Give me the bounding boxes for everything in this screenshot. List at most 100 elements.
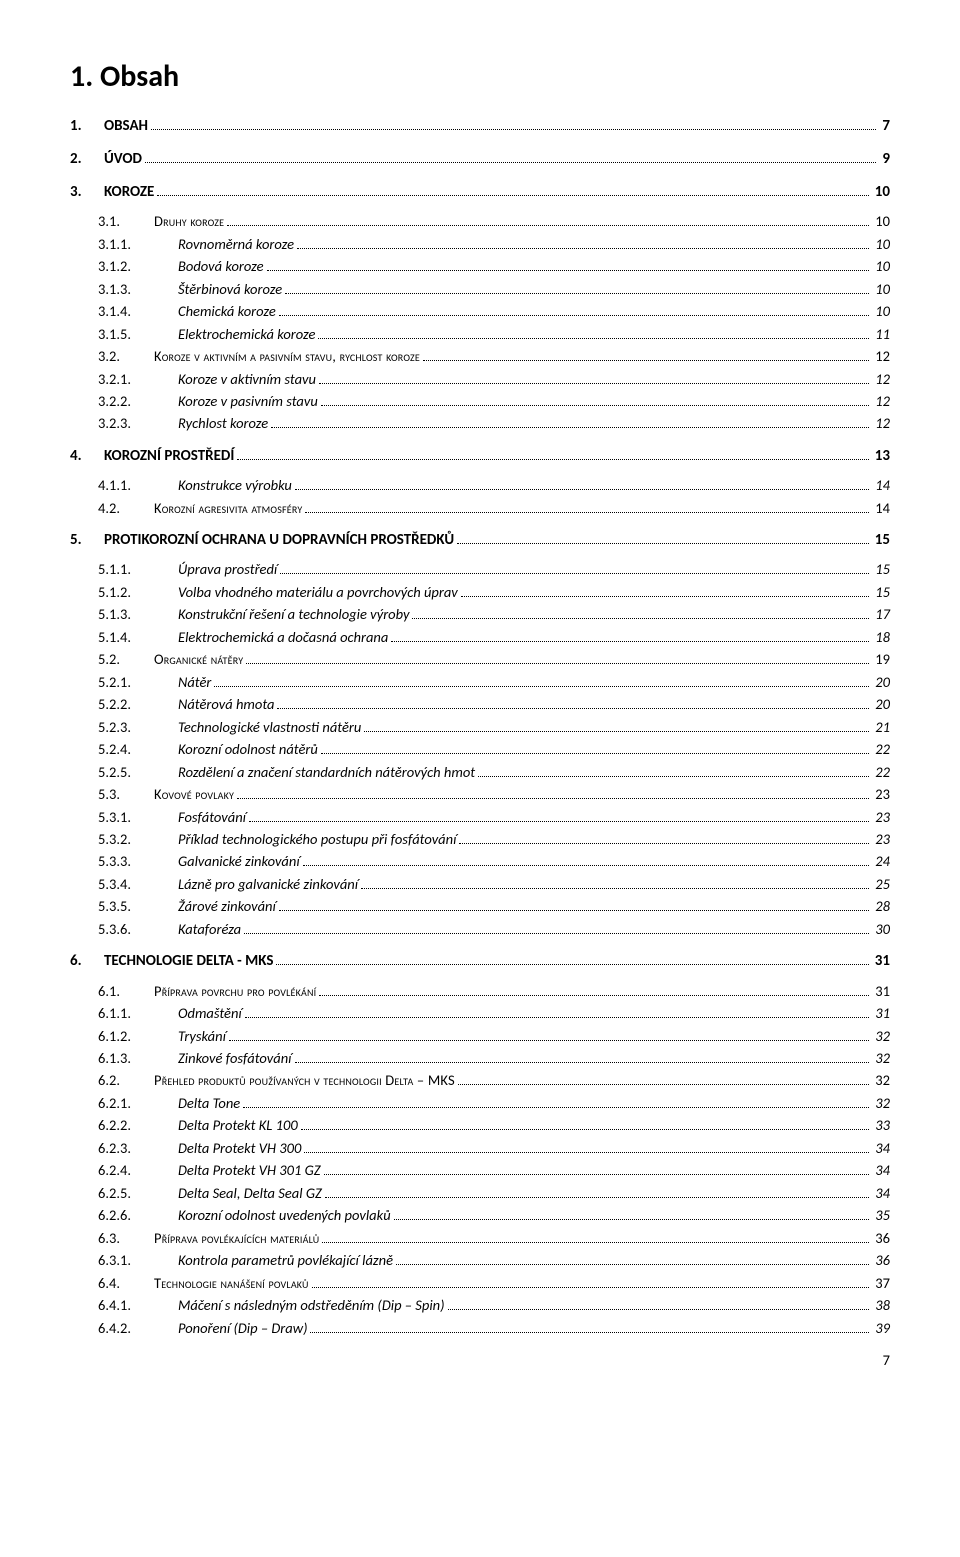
toc-entry[interactable]: 3.1.3.Štěrbinová koroze10 [70,278,890,300]
toc-entry[interactable]: 6.TECHNOLOGIE DELTA - MKS31 [70,950,890,973]
toc-entry[interactable]: 5.2.4.Korozní odolnost nátěrů22 [70,738,890,760]
toc-entry[interactable]: 3.KOROZE10 [70,181,890,204]
toc-entry[interactable]: 3.1.4.Chemická koroze10 [70,300,890,322]
toc-leader-dots [297,248,869,249]
toc-entry[interactable]: 4.1.1.Konstrukce výrobku14 [70,474,890,496]
toc-leader-dots [361,888,869,889]
toc-entry-number: 3.1.4. [98,300,178,322]
toc-entry[interactable]: 5.3.Kovové povlaky23 [70,783,890,805]
toc-entry[interactable]: 3.1.2.Bodová koroze10 [70,255,890,277]
toc-entry-number: 5.3. [98,783,154,805]
toc-entry[interactable]: 5.2.5.Rozdělení a značení standardních n… [70,761,890,783]
toc-entry-number: 1. [70,115,104,138]
toc-entry-label: Technologie nanášení povlaků [154,1272,309,1294]
toc-leader-dots [459,843,869,844]
toc-entry[interactable]: 6.1.Příprava povrchu pro povlékání31 [70,980,890,1002]
toc-leader-dots [145,162,876,163]
toc-entry[interactable]: 4.KOROZNÍ PROSTŘEDÍ13 [70,445,890,468]
toc-entry[interactable]: 1.OBSAH7 [70,115,890,138]
toc-entry[interactable]: 5.3.6.Kataforéza30 [70,918,890,940]
toc-entry-label: Máčení s následným odstředěním (Dip – Sp… [178,1294,445,1316]
toc-entry[interactable]: 6.3.1.Kontrola parametrů povlékající láz… [70,1249,890,1271]
toc-entry[interactable]: 3.1.5.Elektrochemická koroze11 [70,323,890,345]
toc-entry-page: 17 [872,603,890,625]
toc-entry-page: 11 [872,323,890,345]
toc-entry-label: Rozdělení a značení standardních nátěrov… [178,761,475,783]
toc-entry[interactable]: 6.2.6.Korozní odolnost uvedených povlaků… [70,1204,890,1226]
toc-entry[interactable]: 6.2.1.Delta Tone32 [70,1092,890,1114]
toc-entry[interactable]: 5.2.1.Nátěr20 [70,671,890,693]
toc-entry[interactable]: 6.4.Technologie nanášení povlaků37 [70,1272,890,1294]
toc-leader-dots [279,910,869,911]
toc-entry[interactable]: 5.2.Organické nátěry19 [70,648,890,670]
toc-entry-page: 37 [872,1272,890,1294]
toc-entry[interactable]: 5.3.1.Fosfátování23 [70,806,890,828]
toc-entry-page: 32 [872,1092,890,1114]
toc-entry-page: 21 [872,716,890,738]
toc-entry[interactable]: 6.4.1.Máčení s následným odstředěním (Di… [70,1294,890,1316]
toc-entry-label: Úprava prostředí [178,558,277,580]
toc-entry-label: Koroze v pasivním stavu [178,390,318,412]
toc-entry[interactable]: 5.1.2.Volba vhodného materiálu a povrcho… [70,581,890,603]
toc-entry[interactable]: 3.2.1.Koroze v aktivním stavu12 [70,368,890,390]
toc-entry[interactable]: 6.2.4.Delta Protekt VH 301 GZ34 [70,1159,890,1181]
toc-entry-number: 4. [70,445,104,468]
toc-entry-number: 6.4.2. [98,1317,178,1339]
toc-entry[interactable]: 5.3.5.Žárové zinkování28 [70,895,890,917]
toc-entry-number: 3.2.2. [98,390,178,412]
toc-entry[interactable]: 5.3.3.Galvanické zinkování24 [70,850,890,872]
toc-entry[interactable]: 6.2.3.Delta Protekt VH 30034 [70,1137,890,1159]
toc-entry-page: 14 [872,474,890,496]
toc-leader-dots [391,641,869,642]
toc-entry-label: Technologické vlastnosti nátěru [178,716,361,738]
toc-entry[interactable]: 6.2.5.Delta Seal, Delta Seal GZ34 [70,1182,890,1204]
toc-entry-number: 3.1.1. [98,233,178,255]
toc-entry[interactable]: 2.ÚVOD9 [70,148,890,171]
toc-entry[interactable]: 5.1.3.Konstrukční řešení a technologie v… [70,603,890,625]
toc-entry[interactable]: 3.1.1.Rovnoměrná koroze10 [70,233,890,255]
toc-entry[interactable]: 5.2.3.Technologické vlastnosti nátěru21 [70,716,890,738]
toc-leader-dots [457,543,869,544]
toc-leader-dots [157,195,868,196]
toc-entry-label: Delta Protekt VH 300 [178,1137,301,1159]
toc-entry-page: 12 [872,345,890,367]
toc-entry[interactable]: 4.2.Korozní agresivita atmosféry14 [70,497,890,519]
toc-entry[interactable]: 6.1.2.Tryskání32 [70,1025,890,1047]
toc-entry-number: 6.2.3. [98,1137,178,1159]
toc-entry[interactable]: 3.2.3.Rychlost koroze12 [70,412,890,434]
toc-leader-dots [461,596,870,597]
toc-entry[interactable]: 5.1.1.Úprava prostředí15 [70,558,890,580]
toc-entry-label: Štěrbinová koroze [178,278,282,300]
toc-entry-number: 5.2.5. [98,761,178,783]
toc-entry[interactable]: 6.1.1.Odmaštění31 [70,1002,890,1024]
toc-entry[interactable]: 3.2.2.Koroze v pasivním stavu12 [70,390,890,412]
toc-entry-number: 6.2.4. [98,1159,178,1181]
toc-entry-number: 5.1.1. [98,558,178,580]
toc-entry[interactable]: 6.2.Přehled produktů používaných v techn… [70,1069,890,1091]
toc-entry-label: Chemická koroze [178,300,276,322]
toc-entry[interactable]: 6.3.Příprava povlékajících materiálů36 [70,1227,890,1249]
toc-entry-number: 5.3.2. [98,828,178,850]
toc-entry-number: 2. [70,148,104,171]
toc-entry[interactable]: 6.2.2.Delta Protekt KL 10033 [70,1114,890,1136]
toc-leader-dots [285,293,869,294]
toc-entry[interactable]: 6.1.3.Zinkové fosfátování32 [70,1047,890,1069]
toc-entry-number: 6.3. [98,1227,154,1249]
toc-entry[interactable]: 5.2.2.Nátěrová hmota20 [70,693,890,715]
toc-entry-page: 38 [872,1294,890,1316]
toc-entry[interactable]: 5.PROTIKOROZNÍ OCHRANA U DOPRAVNÍCH PROS… [70,529,890,552]
toc-entry-page: 31 [872,980,890,1002]
toc-entry-number: 4.1.1. [98,474,178,496]
toc-entry-page: 14 [872,497,890,519]
toc-entry[interactable]: 3.1.Druhy koroze10 [70,210,890,232]
toc-entry[interactable]: 5.3.4.Lázně pro galvanické zinkování25 [70,873,890,895]
toc-entry[interactable]: 6.4.2.Ponoření (Dip – Draw)39 [70,1317,890,1339]
toc-entry[interactable]: 5.1.4.Elektrochemická a dočasná ochrana1… [70,626,890,648]
toc-entry[interactable]: 5.3.2.Příklad technologického postupu př… [70,828,890,850]
toc-entry-page: 23 [872,828,890,850]
toc-entry-number: 6.1.1. [98,1002,178,1024]
toc-entry[interactable]: 3.2.Koroze v aktivním a pasivním stavu, … [70,345,890,367]
toc-leader-dots [310,1332,869,1333]
toc-leader-dots [295,489,869,490]
toc-leader-dots [458,1084,869,1085]
